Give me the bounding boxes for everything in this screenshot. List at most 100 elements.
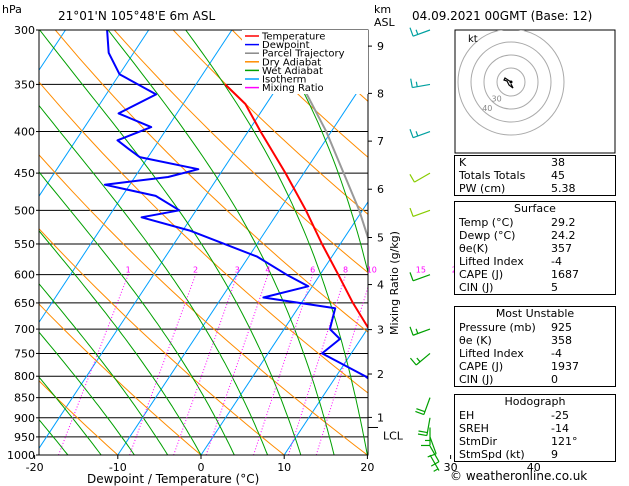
wind-barb-flag bbox=[418, 430, 428, 434]
surface-value: 5 bbox=[551, 281, 558, 294]
datetime-title: 04.09.2021 00GMT (Base: 12) bbox=[412, 9, 592, 23]
wind-barb-flag bbox=[410, 78, 413, 88]
location-title: 21°01'N 105°48'E 6m ASL bbox=[58, 9, 215, 23]
pressure-tick-label: 500 bbox=[14, 204, 35, 217]
wind-barb bbox=[417, 417, 431, 437]
wet-adiabat-line bbox=[39, 30, 302, 455]
surface-row: θe(K) 357 bbox=[455, 242, 615, 255]
hodo-value: -25 bbox=[551, 409, 569, 422]
wind-barb-flag bbox=[409, 357, 417, 366]
footer-credit: © weatheronline.co.uk bbox=[450, 469, 588, 483]
mu-label: CAPE (J) bbox=[459, 360, 504, 373]
dry-adiabat-line bbox=[231, 30, 368, 158]
mixing-ratio-line bbox=[407, 275, 457, 455]
legend-label: Isotherm bbox=[262, 75, 306, 86]
dry-adiabat-line bbox=[113, 30, 368, 274]
surface-row: Temp (°C) 29.2 bbox=[455, 216, 615, 229]
pressure-tick-label: 900 bbox=[14, 412, 35, 425]
isotherm-line bbox=[283, 327, 368, 455]
isotherm-line bbox=[617, 30, 629, 455]
surface-label: CAPE (J) bbox=[459, 268, 504, 281]
surface-value: 24.2 bbox=[551, 229, 576, 242]
surface-label: Dewp (°C) bbox=[459, 229, 516, 242]
mixing-ratio-label: 2 bbox=[193, 266, 198, 275]
surface-value: 29.2 bbox=[551, 216, 576, 229]
hodograph-ring bbox=[470, 41, 552, 123]
wind-barb bbox=[421, 427, 431, 447]
dry-adiabat-line bbox=[172, 30, 368, 215]
surface-value: 357 bbox=[551, 242, 572, 255]
mu-value: 0 bbox=[551, 373, 558, 386]
hodograph-ring-label: 30 bbox=[492, 94, 502, 103]
pressure-tick-label: 700 bbox=[14, 323, 35, 336]
hodograph-frame bbox=[454, 29, 616, 154]
pressure-tick-label: 600 bbox=[14, 269, 35, 282]
mixing-ratio-label: 15 bbox=[416, 266, 426, 275]
temperature-tick-label: -10 bbox=[109, 461, 127, 474]
legend-label: Wet Adiabat bbox=[262, 66, 323, 77]
wind-barb bbox=[415, 397, 431, 416]
surface-value: 1687 bbox=[551, 268, 579, 281]
mu-row: Lifted Index -4 bbox=[455, 347, 615, 360]
wind-barb-staff bbox=[412, 274, 431, 282]
wind-barb bbox=[429, 454, 440, 472]
hodograph-center bbox=[509, 80, 513, 84]
wind-barb-half-flag bbox=[415, 328, 419, 334]
isotherm-line bbox=[117, 75, 368, 455]
km-tick-label: 2 bbox=[377, 368, 384, 381]
dewpoint-line bbox=[103, 30, 368, 380]
isotherm-line bbox=[39, 30, 150, 198]
wind-barb-staff bbox=[412, 29, 431, 37]
dry-adiabat-line bbox=[39, 81, 368, 394]
mixing-ratio-label: 3 bbox=[235, 266, 240, 275]
pressure-tick-label: 650 bbox=[14, 297, 35, 310]
hodo-row: StmSpd (kt) 9 bbox=[455, 448, 615, 461]
mixing-ratio-label: 4 bbox=[265, 266, 270, 275]
pressure-tick-label: 850 bbox=[14, 392, 35, 405]
hodo-label: StmDir bbox=[459, 435, 498, 448]
pressure-tick-label: 800 bbox=[14, 370, 35, 383]
mixing-ratio-label: 10 bbox=[367, 266, 377, 275]
surface-label: CIN (J) bbox=[459, 281, 494, 294]
most-unstable-panel: Most Unstable Pressure (mb) 925 θe (K) 358… bbox=[454, 306, 616, 387]
pressure-tick-label: 400 bbox=[14, 126, 35, 139]
plot-frame bbox=[38, 29, 369, 456]
wet-adiabat-line bbox=[39, 376, 102, 455]
hodo-value: -14 bbox=[551, 422, 569, 435]
temperature-tick-label: 10 bbox=[277, 461, 291, 474]
index-row-totals: Totals Totals 45 bbox=[455, 169, 615, 182]
surface-value: -4 bbox=[551, 255, 562, 268]
wet-adiabat-line bbox=[39, 171, 235, 455]
wind-barb-half-flag bbox=[415, 131, 419, 137]
surface-panel: Surface Temp (°C) 29.2 Dewp (°C) 24.2 θe(K… bbox=[454, 201, 616, 295]
km-tick-label: 9 bbox=[377, 40, 384, 53]
index-value: 38 bbox=[551, 156, 565, 169]
dry-adiabat-line bbox=[54, 30, 368, 333]
wind-barb bbox=[410, 78, 431, 89]
wind-barb bbox=[409, 27, 431, 37]
temperature-tick-label: 0 bbox=[198, 461, 205, 474]
wet-adiabat-line bbox=[39, 282, 169, 455]
wind-barb-flag bbox=[417, 433, 427, 437]
lcl-label: LCL bbox=[383, 429, 404, 442]
wind-barb-staff bbox=[429, 454, 440, 471]
surface-label: Lifted Index bbox=[459, 255, 524, 268]
hodo-row: EH -25 bbox=[455, 409, 615, 422]
km-tick-label: 8 bbox=[377, 87, 384, 100]
dry-adiabat-line bbox=[39, 228, 285, 455]
wet-adiabat-line bbox=[268, 30, 368, 275]
mixing-ratio-label: 8 bbox=[343, 266, 348, 275]
wind-barb-staff bbox=[414, 172, 431, 183]
most-unstable-title: Most Unstable bbox=[495, 307, 575, 320]
surface-row: CAPE (J) 1687 bbox=[455, 268, 615, 281]
index-value: 5.38 bbox=[551, 182, 576, 195]
temperature-tick-label: 30 bbox=[444, 461, 458, 474]
km-tick-label: 6 bbox=[377, 183, 384, 196]
mu-label: CIN (J) bbox=[459, 373, 494, 386]
index-row-pw: PW (cm) 5.38 bbox=[455, 182, 615, 195]
pressure-tick-label: 450 bbox=[14, 167, 35, 180]
mu-row: θe (K) 358 bbox=[455, 334, 615, 347]
km-tick-label: 1 bbox=[377, 411, 384, 424]
wet-adiabat-line bbox=[39, 331, 135, 455]
mixing-ratio-line bbox=[173, 274, 238, 455]
